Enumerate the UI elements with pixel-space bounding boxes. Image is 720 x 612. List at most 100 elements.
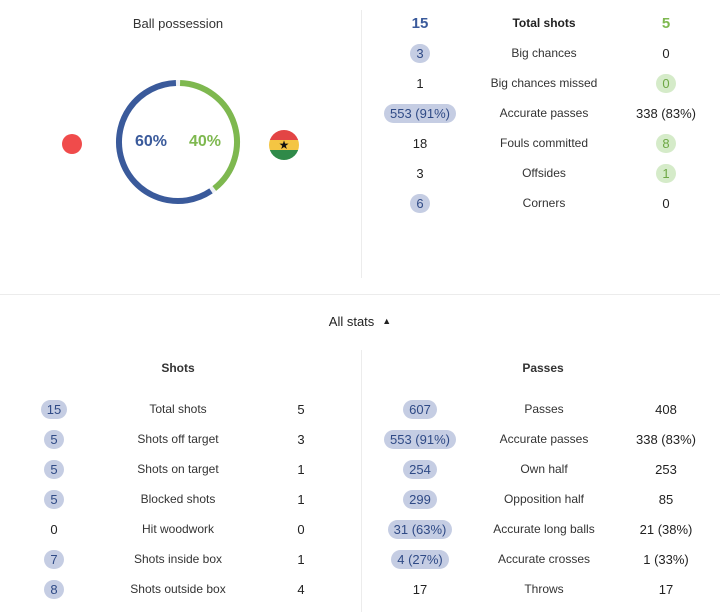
divider-vertical-top [361, 10, 362, 278]
stat-label: Shots outside box [130, 582, 226, 596]
stat-home-value: 31 (63%) [387, 519, 453, 539]
all-stats-label: All stats [328, 313, 375, 329]
stat-label: Accurate crosses [497, 552, 591, 566]
stat-away-value: 1 [297, 491, 305, 507]
stat-away-value: 0 [662, 195, 670, 211]
possession-away-pct: 40% [188, 133, 222, 150]
stat-away-value: 1 [656, 163, 676, 183]
stat-home-value: 4 (27%) [391, 549, 449, 569]
stat-label: Big chances missed [490, 76, 598, 90]
stat-label: Hit woodwork [141, 522, 215, 536]
possession-arc-home [116, 80, 213, 204]
stat-home-value: 5 [44, 489, 64, 509]
stat-away-value: 0 [662, 45, 670, 61]
stat-row: 3 Offsides 1 [380, 161, 720, 185]
stat-label: Total shots [149, 402, 207, 416]
stat-away-value: 1 (33%) [643, 551, 689, 567]
stat-row: 31 (63%) Accurate long balls 21 (38%) [380, 517, 720, 541]
stat-home-value: 3 [416, 165, 424, 181]
stat-row: 5 Blocked shots 1 [14, 487, 354, 511]
stat-away-value: 253 [655, 461, 677, 477]
stat-away-value: 1 [297, 461, 305, 477]
stat-label: Opposition half [503, 492, 585, 506]
stat-row: 17 Throws 17 [380, 577, 720, 601]
stat-row: 5 Shots off target 3 [14, 427, 354, 451]
stat-row: 8 Shots outside box 4 [14, 577, 354, 601]
stat-row: 18 Fouls committed 8 [380, 131, 720, 155]
shots-section-title: Shots [161, 361, 195, 375]
possession-donut [116, 80, 240, 204]
all-stats-toggle[interactable]: All stats ▲ [300, 310, 420, 332]
possession-title: Ball possession [132, 16, 224, 31]
stat-home-value: 18 [412, 135, 428, 151]
stat-row: 7 Shots inside box 1 [14, 547, 354, 571]
stat-label: Own half [520, 462, 568, 476]
stat-home-value: 3 [410, 43, 430, 63]
stat-home-value: 15 [411, 14, 429, 32]
stat-row: 15 Total shots 5 [380, 11, 720, 35]
stat-home-value: 0 [50, 521, 58, 537]
stat-row: 6 Corners 0 [380, 191, 720, 215]
stat-label: Accurate passes [499, 106, 589, 120]
stat-away-value: 0 [297, 521, 305, 537]
stat-away-value: 4 [297, 581, 305, 597]
stat-home-value: 17 [412, 581, 428, 597]
stat-label: Passes [524, 402, 564, 416]
stat-row: 254 Own half 253 [380, 457, 720, 481]
stat-away-value: 17 [658, 581, 674, 597]
caret-up-icon: ▲ [382, 316, 392, 326]
stat-row: 607 Passes 408 [380, 397, 720, 421]
stat-away-value: 5 [297, 401, 305, 417]
stat-away-value: 21 (38%) [639, 521, 693, 537]
divider-horizontal [0, 294, 720, 295]
stat-label: Big chances [511, 46, 577, 60]
stat-label: Offsides [522, 166, 566, 180]
stat-label: Corners [522, 196, 566, 210]
stat-row: 1 Big chances missed 0 [380, 71, 720, 95]
possession-arc-away [179, 80, 240, 191]
stat-label: Fouls committed [499, 136, 589, 150]
stat-away-value: 5 [661, 14, 671, 32]
stat-away-value: 1 [297, 551, 305, 567]
passes-section-title: Passes [522, 361, 564, 375]
possession-home-pct: 60% [134, 133, 168, 150]
top-section: Ball possession 60% 40% ★ 15 Total shots 5… [0, 0, 720, 292]
stat-home-value: 6 [410, 193, 430, 213]
stat-label: Throws [524, 582, 564, 596]
stat-row: 299 Opposition half 85 [380, 487, 720, 511]
stat-away-value: 338 (83%) [636, 431, 696, 447]
stat-row: 4 (27%) Accurate crosses 1 (33%) [380, 547, 720, 571]
stat-away-value: 3 [297, 431, 305, 447]
stat-label: Accurate long balls [493, 522, 595, 536]
stat-label: Shots inside box [133, 552, 223, 566]
stat-home-value: 254 [403, 459, 437, 479]
stat-home-value: 7 [44, 549, 64, 569]
stat-label: Shots off target [137, 432, 219, 446]
japan-flag-icon [62, 134, 82, 154]
stat-row: 15 Total shots 5 [14, 397, 354, 421]
stat-label: Accurate passes [499, 432, 589, 446]
stat-row: 5 Shots on target 1 [14, 457, 354, 481]
stat-label: Shots on target [137, 462, 219, 476]
stat-away-value: 338 (83%) [636, 105, 696, 121]
stat-home-value: 1 [416, 75, 424, 91]
stat-home-value: 607 [403, 399, 437, 419]
stat-away-value: 8 [656, 133, 676, 153]
divider-vertical-bottom [361, 350, 362, 612]
stat-home-value: 553 (91%) [384, 429, 456, 449]
stat-label: Total shots [512, 16, 576, 30]
stat-home-value: 553 (91%) [384, 103, 456, 123]
stat-home-value: 5 [44, 459, 64, 479]
stat-home-value: 5 [44, 429, 64, 449]
stat-row: 3 Big chances 0 [380, 41, 720, 65]
stat-label: Blocked shots [140, 492, 216, 506]
stat-away-value: 408 [655, 401, 677, 417]
stat-away-value: 85 [658, 491, 674, 507]
stat-away-value: 0 [656, 73, 676, 93]
stat-row: 553 (91%) Accurate passes 338 (83%) [380, 427, 720, 451]
stat-home-value: 15 [40, 399, 68, 419]
stat-home-value: 299 [403, 489, 437, 509]
stat-row: 553 (91%) Accurate passes 338 (83%) [380, 101, 720, 125]
stat-home-value: 8 [44, 579, 64, 599]
ghana-flag-icon: ★ [269, 130, 299, 160]
